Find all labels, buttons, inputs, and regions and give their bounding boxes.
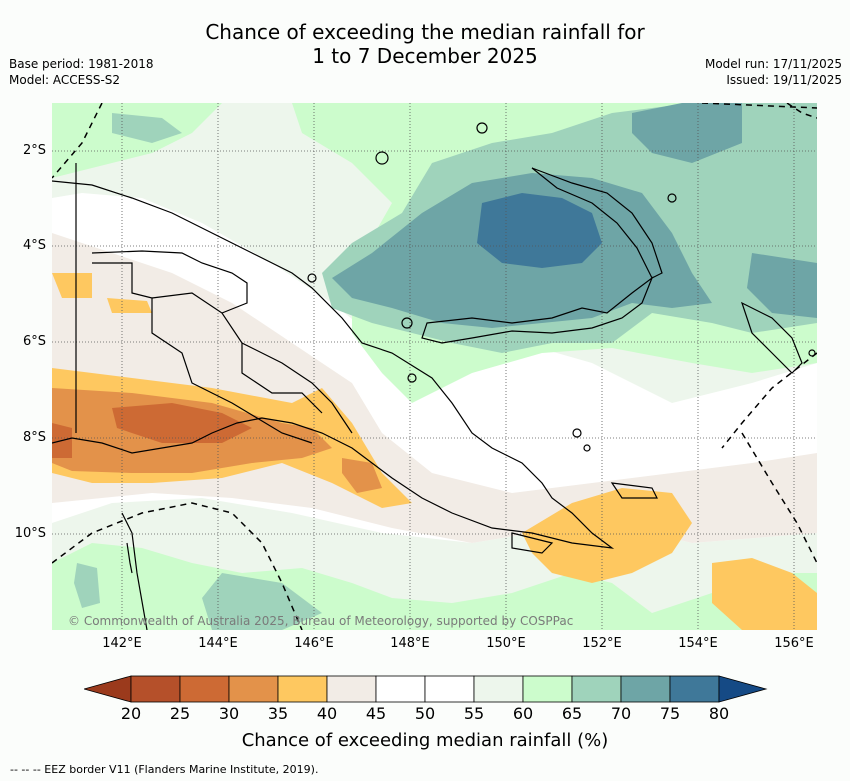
colorbar-segment: [375, 675, 426, 703]
lon-label-144e: 144°E: [198, 636, 238, 651]
colorbar-tick-label: 70: [610, 704, 632, 723]
contour-75-80: [477, 193, 602, 268]
contour-35-40-southeast: [522, 488, 692, 583]
colorbar-segment: [326, 675, 377, 703]
colorbar-tick-label: 25: [169, 704, 191, 723]
colorbar-tick-label: 60: [512, 704, 534, 723]
model-run-label: Model run: 17/11/2025: [704, 57, 842, 71]
lat-label-6s: 6°S: [22, 334, 46, 349]
graticule: [52, 103, 817, 630]
contour-70-75-east: [747, 253, 817, 318]
colorbar-title: Chance of exceeding median rainfall (%): [241, 730, 609, 751]
colorbar-tick-label: 80: [708, 704, 730, 723]
rainfall-map: [52, 103, 817, 630]
colorbar-tick-label: 45: [365, 704, 387, 723]
colorbar-segment: [473, 675, 524, 703]
colorbar-tick-label: 20: [120, 704, 142, 723]
colorbar-segment: [571, 675, 622, 703]
eez-legend: -- -- -- EEZ border V11 (Flanders Marine…: [10, 763, 319, 776]
chart-title-line-2: 1 to 7 December 2025: [312, 44, 538, 68]
contour-35-40-nw: [52, 273, 92, 298]
colorbar-segment: [424, 675, 475, 703]
lat-label-2s: 2°S: [22, 143, 46, 158]
lon-label-150e: 150°E: [486, 636, 526, 651]
colorbar-segment: [277, 675, 328, 703]
issued-label: Issued: 19/11/2025: [726, 73, 842, 87]
lon-label-148e: 148°E: [390, 636, 430, 651]
colorbar-segment: [228, 675, 279, 703]
contour-65-70-nw: [112, 113, 182, 143]
colorbar-tick-label: 50: [414, 704, 436, 723]
colorbar-tick-label: 55: [463, 704, 485, 723]
contour-70-75-ne: [632, 103, 742, 163]
colorbar-segment: [179, 675, 230, 703]
eez-borders: [52, 103, 817, 630]
lon-label-156e: 156°E: [774, 636, 814, 651]
lon-label-142e: 142°E: [102, 636, 142, 651]
map-canvas: [52, 103, 817, 630]
colorbar-tick-label: 40: [316, 704, 338, 723]
colorbar: [82, 675, 768, 707]
base-period-label: Base period: 1981-2018: [9, 57, 154, 71]
contour-65-70-south: [202, 573, 322, 630]
chart-title-line-1: Chance of exceeding the median rainfall …: [205, 20, 645, 44]
colorbar-tick-label: 65: [561, 704, 583, 723]
contour-60-65-nw: [52, 103, 222, 178]
lon-label-154e: 154°E: [678, 636, 718, 651]
coastlines: [52, 122, 816, 630]
contour-25-30: [112, 403, 252, 443]
lat-label-4s: 4°S: [22, 238, 46, 253]
colorbar-segment: [669, 675, 720, 703]
contour-35-40-se2: [712, 558, 817, 630]
colorbar-tick-label: 35: [267, 704, 289, 723]
colorbar-over-arrow: [718, 675, 768, 703]
colorbar-segment: [620, 675, 671, 703]
colorbar-tick-label: 30: [218, 704, 240, 723]
contour-35-40-ne-small: [107, 298, 152, 313]
colorbar-under-arrow: [82, 675, 132, 703]
copyright-credit: © Commonwealth of Australia 2025, Bureau…: [68, 614, 574, 628]
colorbar-svg: [82, 675, 768, 703]
model-label: Model: ACCESS-S2: [9, 73, 121, 87]
lat-label-8s: 8°S: [22, 430, 46, 445]
lat-label-10s: 10°S: [14, 526, 46, 541]
colorbar-segment: [522, 675, 573, 703]
contour-30-35-east: [342, 458, 382, 493]
lon-label-152e: 152°E: [582, 636, 622, 651]
contour-65-70-sw: [74, 563, 100, 608]
lon-label-146e: 146°E: [294, 636, 334, 651]
colorbar-segment: [130, 675, 181, 703]
colorbar-tick-label: 75: [659, 704, 681, 723]
